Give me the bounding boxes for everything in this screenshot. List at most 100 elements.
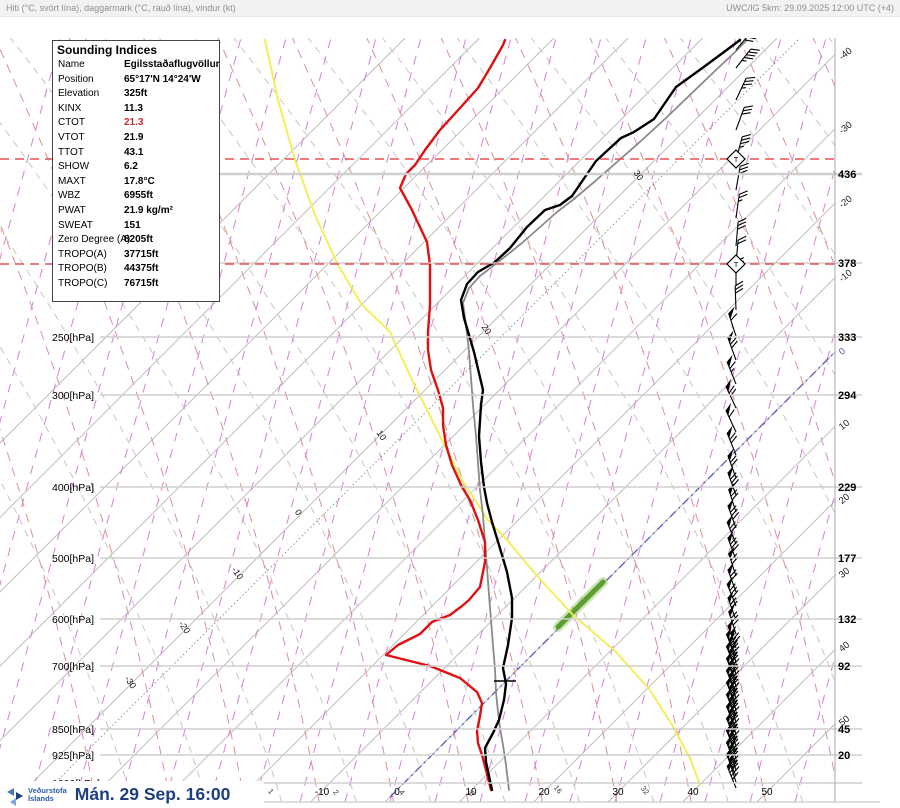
height-label: 45 [838,724,850,736]
mixing-ratio-line [254,38,467,802]
isotherm-line [756,723,835,802]
temperature-curve [459,38,742,792]
dry-adiabat-line [217,38,469,802]
right-temp-label: 0 [837,346,848,358]
wind-barb [734,280,744,311]
mixing-ratio-label: 2 [331,788,341,797]
height-label: 333 [838,332,856,344]
right-temp-label: -30 [837,120,855,137]
height-label: 378 [838,258,856,270]
moist-adiabat-line [679,38,835,256]
right-temp-label: -40 [837,46,855,63]
logo-icon [7,787,23,806]
right-temp-label: 30 [837,566,852,581]
mixing-ratio-line [749,492,835,802]
isotherm-line [384,351,835,802]
mixing-ratio-line [74,38,287,802]
wind-barb [735,105,754,131]
isotherm-line [682,648,835,802]
bottom-temp-label: 10 [465,787,477,798]
index-row: PWAT 21.9 kg/m² [58,204,173,216]
mixing-ratio-line [704,329,835,802]
isotherm-line [0,38,555,593]
moist-adiabat-line [754,38,835,147]
freezing-level-line [389,351,835,798]
mixing-ratio-line [299,38,512,802]
isotherm-line [607,574,835,802]
index-row: TROPO(A) 37715ft [58,248,159,260]
mixing-ratio-label: 4 [397,788,407,797]
dry-adiabat-line [888,38,900,802]
mixing-ratio-line [389,38,602,802]
mixing-ratio-line [29,38,242,802]
diagonal-temp-label: -10 [230,565,246,581]
wind-barb [735,190,748,219]
index-row: SHOW 6.2 [58,161,138,173]
isotherm-line [161,128,835,802]
dry-adiabat-line [143,38,395,802]
wind-barb [735,217,747,247]
dewpoint-curve [384,38,507,792]
height-label: 177 [838,553,856,565]
wind-barb [727,562,738,593]
mixing-ratio-line [0,38,152,587]
height-label: 92 [838,661,850,673]
isotherm-line [533,500,835,802]
bottom-temp-label: 30 [612,787,624,798]
mixing-ratio-label: 16 [552,783,564,795]
right-temp-label: -10 [837,268,855,285]
wetbulb-curve [264,39,701,786]
dry-adiabat-line [812,38,835,88]
diagonal-temp-label: 10 [374,428,388,442]
bottom-temp-label: 50 [761,787,773,798]
isotherm-line [235,202,835,802]
isotherm-line [0,38,629,667]
index-row: CTOT 21.3 [58,117,144,129]
wind-barb [728,306,738,337]
index-row: TROPO(B) 44375ft [58,263,159,275]
wind-barb [726,425,738,456]
mixing-ratio-line [0,38,107,424]
mixing-ratio-line [614,38,827,802]
dry-adiabat-line [68,38,320,802]
plot-area [0,38,900,802]
mixing-ratio-line [119,38,332,802]
index-row: VTOT 21.9 [58,131,144,143]
mixing-ratio-line [434,38,647,802]
wind-barb [727,330,738,361]
footer-bar: Veðurstofa Íslands Mán. 29 Sep. 16:00 [0,781,264,808]
index-row: SWEAT 151 [58,219,141,231]
pressure-axis-label: 925[hPa] [52,750,94,762]
dry-adiabat-line [515,38,767,802]
tropopause-marker [726,254,746,274]
isotherm-line [0,38,703,742]
height-label: 229 [838,482,856,494]
dry-adiabat-line [291,38,543,802]
wind-barb [735,76,756,101]
top-header-bar: Hiti (°C, svört lína), daggarmark (°C, r… [0,0,900,17]
pressure-axis-label: 400[hPa] [52,482,94,494]
mixing-ratio-label: 8 [467,789,477,798]
bottom-temp-label: 40 [687,787,699,798]
index-row: Elevation 325ft [58,88,148,100]
wind-barb [725,378,737,409]
height-label: 294 [838,390,857,402]
dry-adiabat-line [589,38,835,779]
mixing-ratio-line [569,38,782,802]
isotherm-line [459,425,835,802]
index-row: Name Egilsstaðaflugvöllur [58,59,220,70]
diagonal-temp-label: 20 [479,322,493,336]
isotherm-line [12,38,778,802]
diagonal-temp-label: -30 [123,674,139,690]
bottom-temp-label: -10 [315,787,330,798]
diagonal-temp-label: 0 [293,507,304,517]
height-label: 436 [838,169,856,181]
mixing-ratio-line [0,38,197,750]
index-row: WBZ 6955ft [58,190,153,202]
pressure-axis-label: 300[hPa] [52,390,94,402]
vedurstofa-logo: Veðurstofa Íslands [4,784,67,806]
index-row: TROPO(C) 76715ft [58,277,159,289]
right-temp-label: 40 [837,640,852,655]
diagonal-temp-label: 30 [631,168,645,182]
mixing-ratio-line [344,38,557,802]
